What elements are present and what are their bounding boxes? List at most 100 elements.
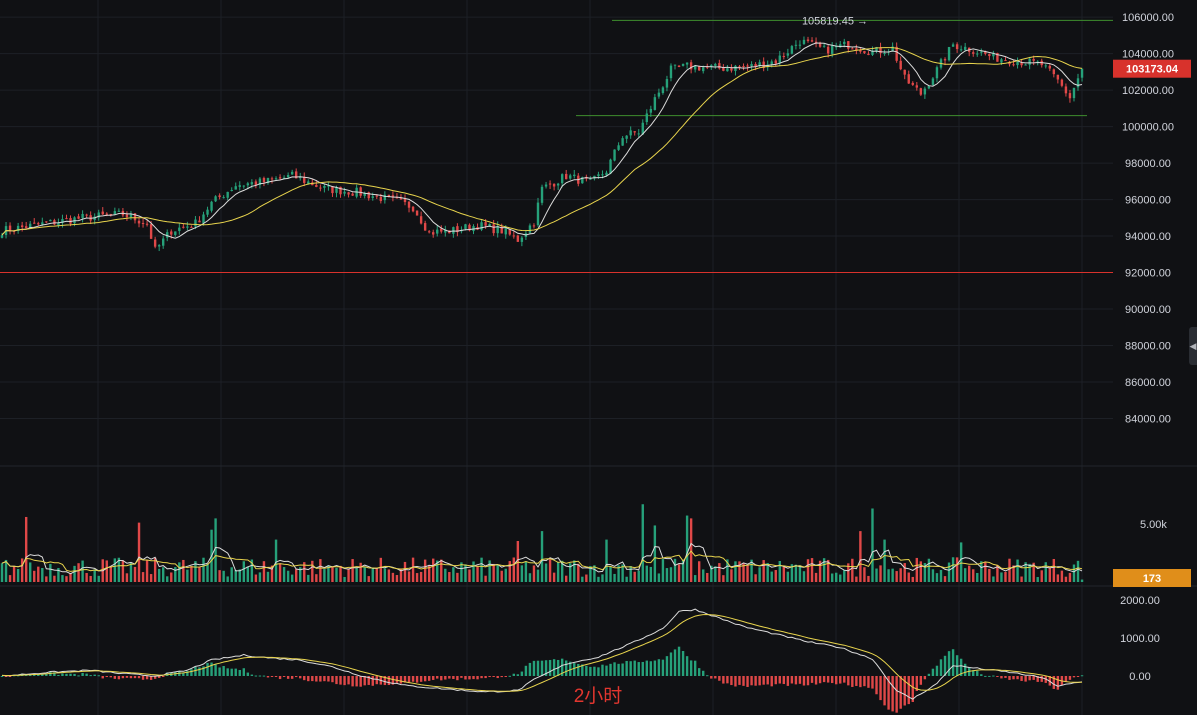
volume-bar: [363, 567, 366, 582]
price-panel[interactable]: 105819.45 → 106000.00104000.00102000.001…: [0, 12, 1191, 426]
macd-histogram-bar: [520, 671, 524, 676]
volume-bar: [657, 573, 661, 582]
candle-body: [826, 46, 830, 54]
horizontal-lines[interactable]: [0, 19, 1113, 274]
candle-body: [637, 133, 640, 135]
candle-body: [693, 65, 697, 70]
candle-body: [552, 183, 556, 187]
volume-bar: [931, 569, 935, 582]
candle: [222, 195, 225, 199]
candle: [282, 175, 286, 179]
candle: [560, 173, 564, 188]
candle: [931, 76, 935, 87]
volume-bar: [955, 557, 959, 582]
candle-body: [202, 214, 205, 224]
candle-body: [190, 226, 193, 228]
candle: [137, 217, 141, 228]
macd-histogram-bar: [839, 676, 842, 684]
candle: [186, 221, 189, 231]
macd-histogram-bar: [194, 666, 197, 676]
macd-histogram-bar: [282, 676, 286, 677]
macd-histogram-bar: [702, 670, 705, 676]
volume-bar: [847, 563, 850, 582]
volume-bar: [907, 572, 910, 582]
volume-bar: [943, 576, 947, 582]
price-axis-tick: 98000.00: [1125, 158, 1171, 170]
candle-body: [818, 42, 822, 47]
volume-bar: [891, 568, 894, 582]
price-axis[interactable]: 106000.00 104000.00 102000.00 100000.00 9800…: [1122, 12, 1174, 425]
volume-bar: [89, 575, 92, 582]
macd-histogram-bar: [1012, 676, 1015, 680]
candle-body: [343, 191, 346, 194]
macd-histogram-bar: [782, 676, 786, 685]
candle-body: [29, 223, 32, 228]
volume-bar: [395, 575, 399, 582]
candle-body: [863, 51, 866, 54]
candle-body: [387, 194, 391, 197]
volume-bar: [822, 558, 826, 582]
macd-histogram-bar: [407, 676, 411, 683]
macd-histogram-bar: [294, 676, 298, 678]
candle: [319, 184, 322, 192]
volume-bar: [798, 565, 802, 582]
candle-body: [174, 231, 177, 235]
volume-bar: [875, 568, 878, 582]
volume-bar: [899, 568, 902, 582]
volume-bar: [565, 575, 568, 582]
macd-histogram-bar: [41, 674, 44, 676]
volume-bar: [391, 572, 395, 582]
candle-body: [307, 181, 310, 184]
candle-body: [222, 197, 225, 199]
candle-body: [673, 64, 677, 66]
candle-body: [516, 235, 520, 242]
volume-bar: [1076, 560, 1080, 582]
candle-body: [145, 223, 149, 225]
candle-body: [379, 196, 383, 202]
macd-histogram-bar: [323, 676, 326, 682]
macd-histogram-bar: [814, 676, 818, 685]
collapse-panel-handle[interactable]: ◀: [1189, 327, 1197, 365]
macd-histogram-bar: [57, 674, 60, 676]
candle-body: [919, 88, 923, 95]
candle: [649, 105, 653, 117]
candle: [1064, 83, 1068, 97]
macd-panel[interactable]: 2000.00 1000.00 0.00 2小时: [0, 595, 1160, 713]
candle: [436, 225, 439, 237]
macd-histogram-bar: [673, 649, 677, 676]
candle-body: [976, 53, 979, 55]
macd-histogram-bar: [250, 674, 254, 676]
candle-body: [77, 216, 80, 219]
macd-histogram-bar: [1016, 676, 1019, 680]
volume-bar: [806, 559, 810, 582]
candle-body: [371, 196, 374, 198]
candle: [681, 63, 685, 67]
macd-histogram-bar: [1004, 676, 1007, 678]
macd-histogram-bar: [242, 668, 245, 676]
macd-histogram-bar: [307, 676, 310, 682]
candle-body: [560, 174, 564, 184]
macd-histogram-bar: [266, 676, 270, 678]
candle-body: [484, 222, 487, 226]
volume-panel[interactable]: 5.00k 173: [0, 504, 1191, 587]
candle-body: [278, 177, 282, 179]
volume-bar: [266, 571, 270, 582]
candle: [726, 65, 729, 72]
candle-body: [1052, 69, 1056, 75]
volume-bar: [762, 560, 765, 582]
macd-histogram-bar: [1056, 676, 1060, 690]
volume-bar: [552, 572, 556, 582]
candle-body: [335, 187, 338, 193]
volume-bar: [625, 576, 628, 582]
volume-bar: [782, 566, 786, 582]
macd-histogram-bar: [363, 676, 366, 686]
macd-histogram-bar: [230, 668, 233, 676]
candle-body: [891, 46, 894, 52]
candle-body: [649, 108, 653, 113]
macd-histogram-bar: [847, 676, 850, 686]
macd-histogram-bar: [452, 676, 455, 679]
macd-histogram-bar: [190, 669, 193, 676]
volume-bar: [1048, 567, 1051, 582]
candle: [677, 65, 681, 68]
